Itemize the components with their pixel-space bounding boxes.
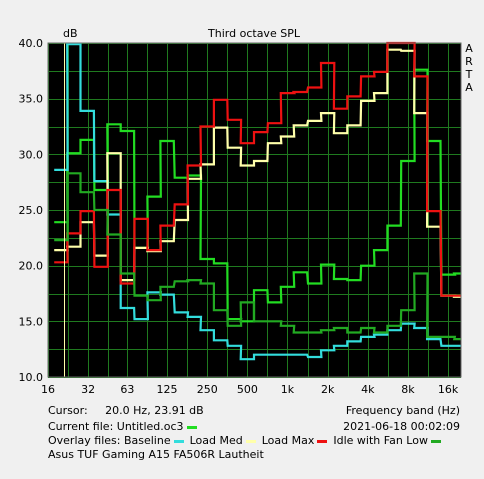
y-tick-label: 20.0 [19,260,44,273]
x-tick-labels: 16 32 63 125 250 500 1k 2k 4k 8k 16k [41,383,459,396]
overlay-color-swatch [317,439,328,443]
frequency-band-label: Frequency band (Hz) [345,404,460,417]
y-tick-label: 15.0 [19,315,44,328]
y-tick-label: 30.0 [19,148,44,161]
x-tick-label: 125 [157,383,178,396]
x-tick-label: 16 [41,383,55,396]
cursor-readout: Cursor: 20.0 Hz, 23.91 dB [48,404,204,417]
side-label-letter: A [465,81,473,94]
series-current-file [54,68,461,323]
overlay-color-swatch [430,439,441,443]
file-date: 2021-06-18 00:02:09 [343,420,460,433]
cursor-value: 20.0 Hz, 23.91 dB [105,404,204,417]
x-tick-label: 500 [237,383,258,396]
y-tick-labels: 10.0 15.0 20.0 25.0 30.0 35.0 40.0 [19,37,44,384]
current-file-color-swatch [186,425,197,429]
current-file: Current file: Untitled.oc3 [48,420,203,433]
y-tick-label: 40.0 [19,37,44,50]
y-tick-label: 35.0 [19,93,44,106]
plot-frame [47,42,462,378]
overlay-color-swatch [245,439,256,443]
overlay-files: Overlay files: Baseline Load Med Load Max I… [48,434,447,447]
overlay-item: Load Med [190,434,262,447]
overlay-color-swatch [173,439,184,443]
chart-title: Third octave SPL [207,27,301,40]
current-file-label: Current file: Untitled.oc3 [48,420,184,433]
overlay-list: Baseline Load Med Load Max Idle with Fan Lo… [124,434,447,447]
cursor-label: Cursor: [48,404,88,417]
series-idle-with-fan-low [54,172,461,341]
overlay-name: Baseline [123,434,171,447]
series-baseline [54,43,461,361]
overlay-name: Idle with Fan Low [333,434,428,447]
overlay-name: Load Max [261,434,315,447]
overlay-item: Load Max [262,434,334,447]
x-tick-label: 1k [281,383,295,396]
side-label-letter: A [465,42,473,55]
y-axis-unit: dB [63,27,78,40]
x-tick-label: 8k [401,383,415,396]
overlay-label: Overlay files: [48,434,121,447]
x-tick-label: 2k [321,383,335,396]
overlay-name: Load Med [189,434,243,447]
side-label-letter: R [465,55,473,68]
side-label-letter: T [465,68,473,81]
overlay-item: Idle with Fan Low [333,434,447,447]
x-tick-label: 250 [197,383,218,396]
x-tick-label: 32 [81,383,95,396]
device-name: Asus TUF Gaming A15 FA506R Lautheit [48,448,264,461]
x-tick-label: 63 [120,383,134,396]
x-tick-label: 16k [438,383,459,396]
overlay-item: Baseline [124,434,190,447]
series-load-med [54,48,461,298]
y-tick-label: 10.0 [19,371,44,384]
y-tick-label: 25.0 [19,204,44,217]
x-tick-label: 4k [361,383,375,396]
